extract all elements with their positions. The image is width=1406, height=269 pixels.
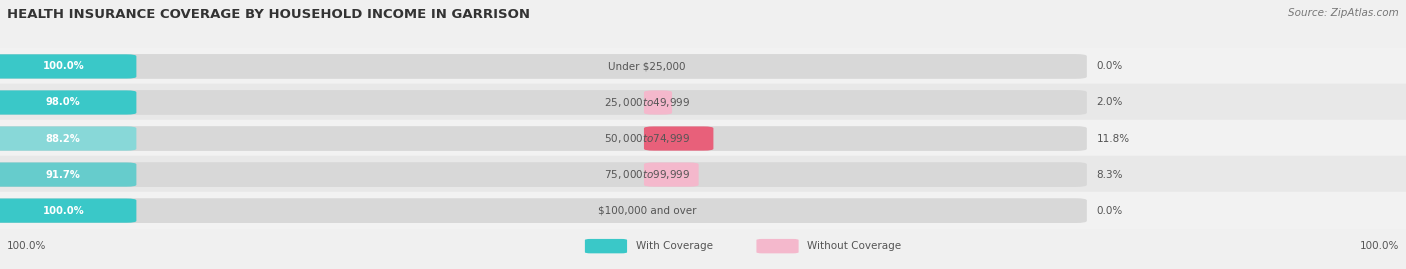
FancyBboxPatch shape	[0, 54, 136, 79]
FancyBboxPatch shape	[0, 120, 1406, 157]
Text: 100.0%: 100.0%	[1360, 241, 1399, 251]
Text: Without Coverage: Without Coverage	[807, 241, 901, 251]
FancyBboxPatch shape	[0, 126, 1087, 151]
FancyBboxPatch shape	[0, 84, 1406, 121]
Text: 100.0%: 100.0%	[7, 241, 46, 251]
Text: 98.0%: 98.0%	[46, 97, 80, 108]
FancyBboxPatch shape	[0, 162, 1087, 187]
FancyBboxPatch shape	[0, 198, 1087, 223]
Text: 0.0%: 0.0%	[1097, 206, 1123, 216]
Text: 0.0%: 0.0%	[1097, 61, 1123, 72]
FancyBboxPatch shape	[0, 192, 1406, 229]
FancyBboxPatch shape	[644, 162, 699, 187]
FancyBboxPatch shape	[0, 48, 1406, 85]
Text: 91.7%: 91.7%	[46, 169, 80, 180]
FancyBboxPatch shape	[0, 90, 1087, 115]
FancyBboxPatch shape	[0, 162, 136, 187]
Text: $25,000 to $49,999: $25,000 to $49,999	[603, 96, 690, 109]
Text: 88.2%: 88.2%	[46, 133, 80, 144]
Text: With Coverage: With Coverage	[636, 241, 713, 251]
FancyBboxPatch shape	[585, 239, 627, 253]
Text: Source: ZipAtlas.com: Source: ZipAtlas.com	[1288, 8, 1399, 18]
FancyBboxPatch shape	[644, 90, 672, 115]
FancyBboxPatch shape	[0, 126, 136, 151]
FancyBboxPatch shape	[0, 54, 1087, 79]
Text: 100.0%: 100.0%	[42, 206, 84, 216]
FancyBboxPatch shape	[0, 90, 136, 115]
Text: 11.8%: 11.8%	[1097, 133, 1130, 144]
Text: 8.3%: 8.3%	[1097, 169, 1123, 180]
Text: HEALTH INSURANCE COVERAGE BY HOUSEHOLD INCOME IN GARRISON: HEALTH INSURANCE COVERAGE BY HOUSEHOLD I…	[7, 8, 530, 21]
FancyBboxPatch shape	[644, 126, 713, 151]
Text: 2.0%: 2.0%	[1097, 97, 1123, 108]
Text: $100,000 and over: $100,000 and over	[598, 206, 696, 216]
Text: Under $25,000: Under $25,000	[607, 61, 686, 72]
FancyBboxPatch shape	[0, 199, 136, 223]
Text: $75,000 to $99,999: $75,000 to $99,999	[603, 168, 690, 181]
FancyBboxPatch shape	[0, 156, 1406, 193]
Text: 100.0%: 100.0%	[42, 61, 84, 72]
FancyBboxPatch shape	[756, 239, 799, 253]
Text: $50,000 to $74,999: $50,000 to $74,999	[603, 132, 690, 145]
